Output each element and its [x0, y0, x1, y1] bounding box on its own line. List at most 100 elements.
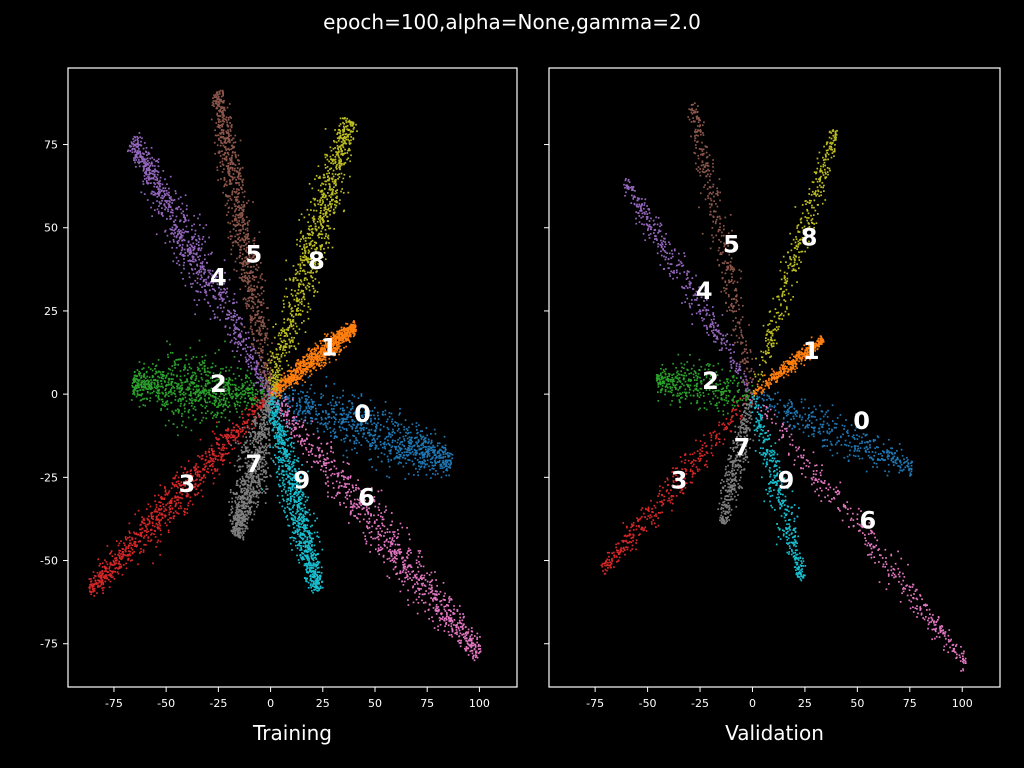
scatter-point	[253, 239, 256, 242]
scatter-point	[228, 382, 231, 385]
scatter-point	[418, 440, 420, 442]
scatter-point	[170, 208, 173, 211]
scatter-point	[101, 579, 104, 582]
scatter-point	[212, 294, 215, 297]
scatter-point	[171, 497, 174, 500]
scatter-point	[257, 381, 260, 384]
scatter-point	[220, 131, 223, 134]
scatter-point	[420, 451, 423, 454]
scatter-point	[143, 537, 145, 539]
scatter-point	[316, 347, 318, 350]
scatter-point	[133, 151, 136, 153]
scatter-point	[278, 392, 280, 395]
scatter-point	[158, 376, 161, 379]
scatter-point	[236, 341, 239, 344]
scatter-point	[433, 451, 436, 454]
scatter-point	[183, 489, 185, 492]
scatter-point	[334, 334, 337, 337]
scatter-point	[243, 297, 246, 300]
scatter-point	[360, 427, 363, 430]
scatter-point	[369, 448, 371, 451]
scatter-point	[229, 179, 232, 182]
scatter-point	[186, 244, 189, 247]
scatter-point	[199, 479, 201, 481]
scatter-point	[199, 391, 202, 393]
scatter-point	[213, 317, 216, 320]
scatter-point	[204, 359, 206, 362]
scatter-point	[140, 156, 143, 158]
scatter-point	[323, 338, 325, 341]
scatter-point	[408, 426, 410, 429]
scatter-point	[241, 191, 244, 194]
scatter-point	[151, 381, 153, 384]
scatter-point	[339, 337, 342, 340]
scatter-point	[162, 375, 165, 377]
scatter-point	[188, 394, 191, 396]
scatter-point	[284, 375, 287, 378]
scatter-point	[208, 465, 211, 467]
scatter-point	[153, 173, 156, 176]
scatter-point	[175, 227, 177, 230]
scatter-point	[291, 376, 293, 379]
scatter-point	[143, 142, 146, 144]
scatter-point	[133, 389, 136, 391]
scatter-point	[339, 332, 342, 335]
scatter-point	[318, 363, 321, 366]
scatter-point	[288, 384, 290, 387]
scatter-point	[247, 363, 250, 366]
scatter-point	[195, 399, 197, 401]
scatter-point	[248, 261, 250, 264]
scatter-point	[248, 281, 250, 283]
scatter-point	[320, 351, 323, 353]
scatter-point	[285, 381, 287, 384]
scatter-point	[214, 404, 216, 407]
scatter-point	[413, 444, 416, 447]
scatter-point	[224, 452, 227, 455]
scatter-point	[177, 480, 180, 483]
scatter-point	[253, 413, 255, 415]
scatter-point	[148, 515, 150, 518]
scatter-point	[223, 291, 225, 294]
scatter-point	[101, 562, 104, 564]
scatter-point	[238, 216, 241, 219]
scatter-point	[190, 260, 193, 262]
scatter-point	[220, 367, 222, 370]
scatter-point	[370, 420, 372, 423]
scatter-point	[242, 384, 245, 387]
scatter-point	[245, 250, 247, 252]
scatter-point	[108, 566, 111, 568]
scatter-point	[160, 202, 163, 205]
scatter-point	[223, 259, 226, 262]
scatter-point	[228, 387, 231, 389]
scatter-point	[447, 456, 450, 458]
scatter-point	[414, 457, 417, 460]
scatter-point	[424, 437, 427, 439]
scatter-point	[207, 374, 209, 377]
scatter-point	[250, 260, 253, 263]
scatter-point	[328, 420, 331, 423]
scatter-point	[249, 379, 252, 382]
scatter-point	[441, 467, 444, 469]
scatter-point	[274, 393, 277, 396]
scatter-point	[248, 427, 251, 430]
scatter-point	[338, 330, 341, 332]
scatter-point	[92, 590, 95, 593]
scatter-point	[397, 456, 400, 459]
scatter-point	[145, 177, 148, 180]
scatter-point	[211, 389, 214, 392]
scatter-point	[256, 398, 259, 401]
scatter-point	[186, 488, 189, 491]
scatter-point	[252, 357, 254, 360]
scatter-point	[252, 382, 255, 385]
scatter-point	[163, 203, 166, 206]
scatter-point	[180, 502, 182, 504]
scatter-point	[230, 431, 233, 434]
scatter-point	[402, 435, 405, 438]
scatter-point	[147, 159, 149, 162]
scatter-point	[196, 473, 199, 476]
scatter-point	[293, 369, 296, 372]
scatter-point	[253, 384, 256, 387]
scatter-point	[124, 549, 126, 551]
scatter-point	[199, 482, 202, 485]
scatter-point	[230, 148, 233, 150]
